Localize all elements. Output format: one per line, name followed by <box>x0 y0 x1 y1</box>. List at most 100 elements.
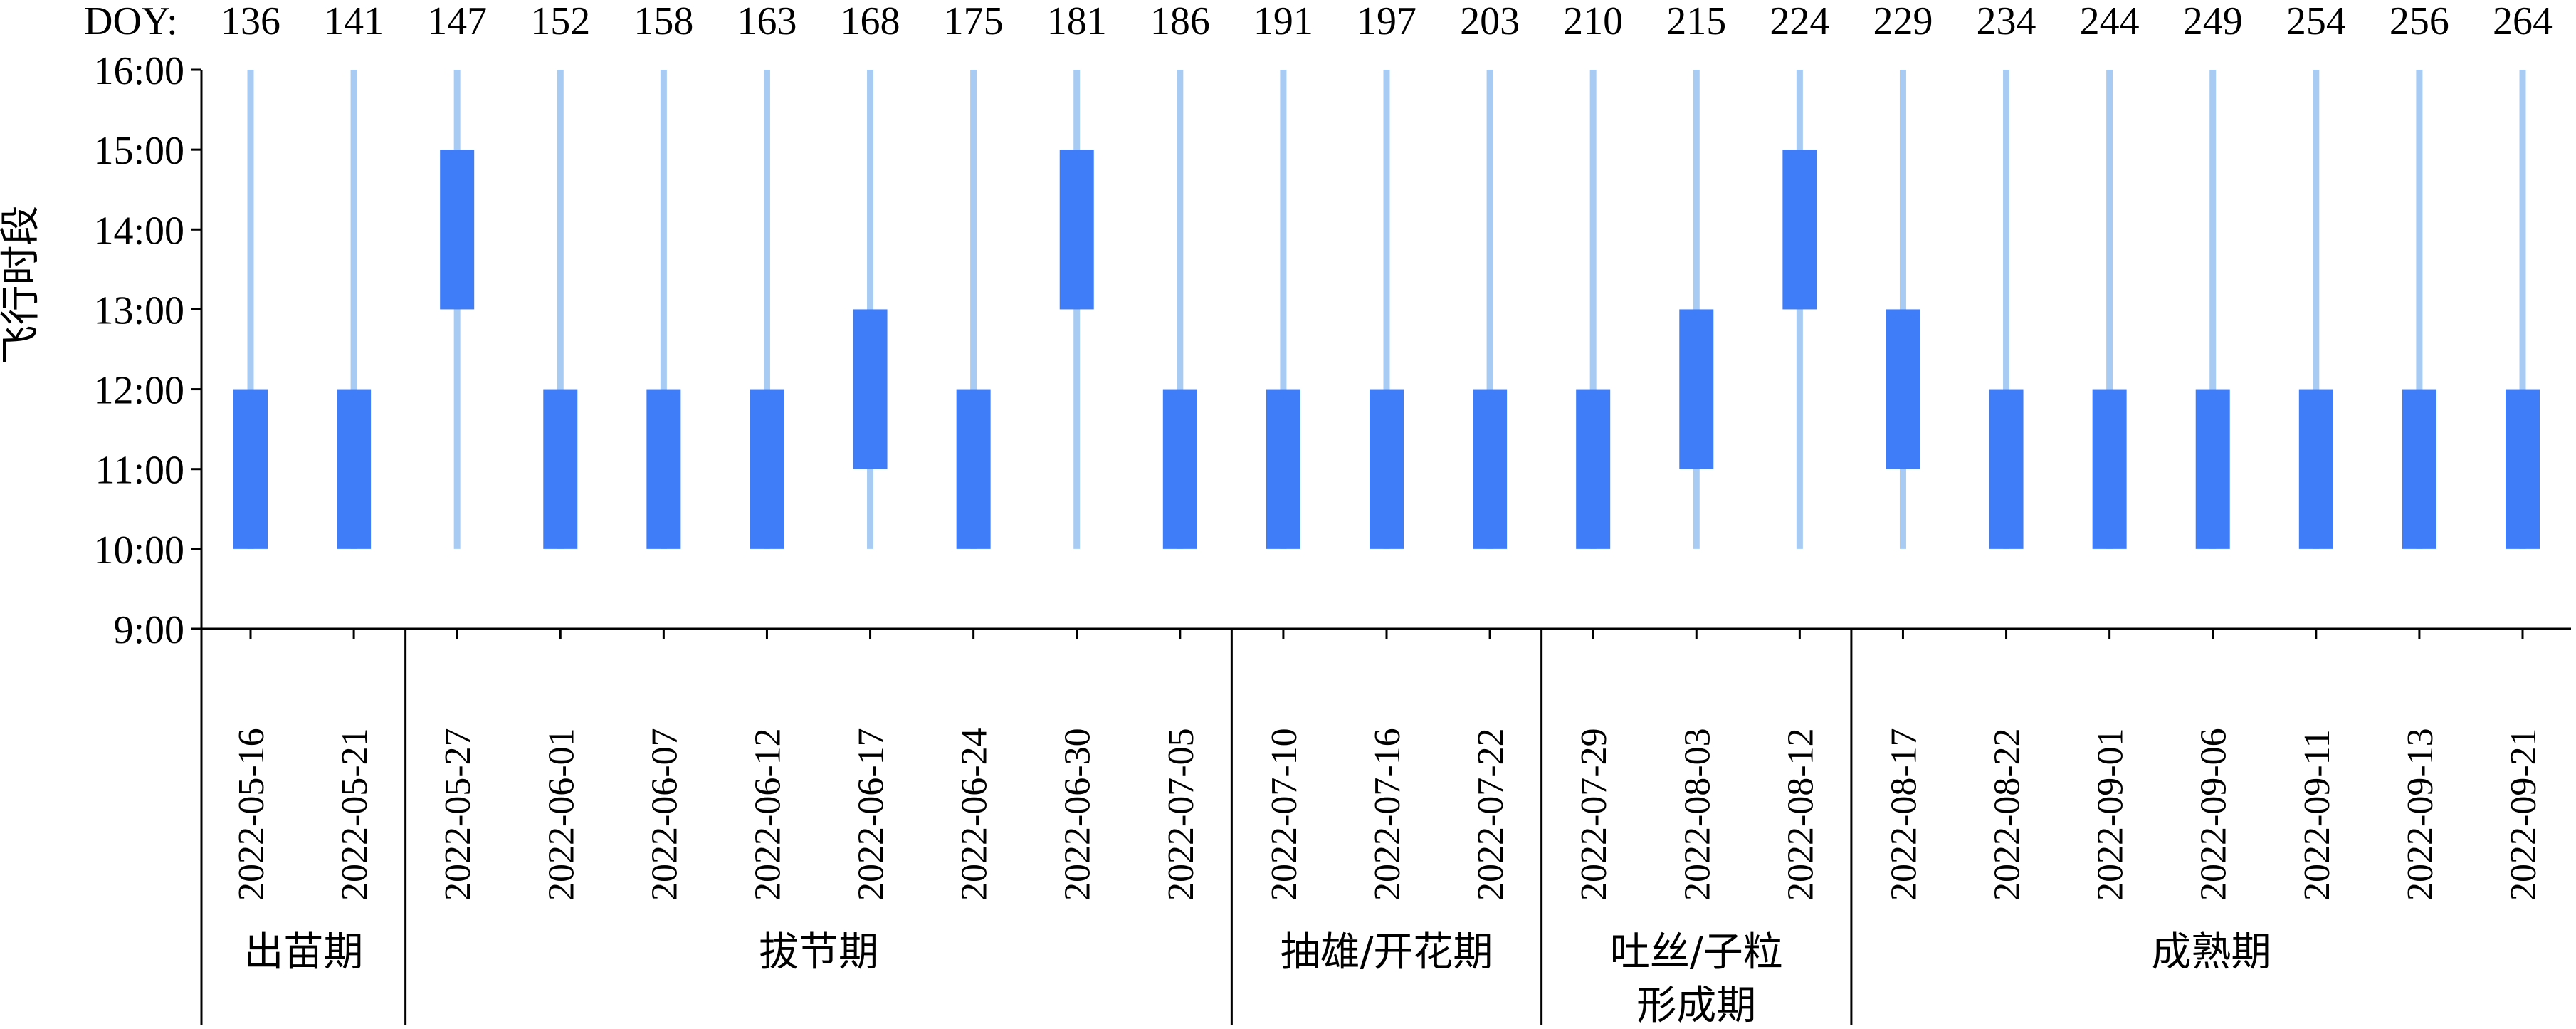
available-window-line <box>660 70 667 549</box>
y-tick-label: 12:00 <box>93 369 184 413</box>
date-label: 2022-09-21 <box>2503 728 2544 901</box>
available-window-line <box>247 70 254 549</box>
available-window-line <box>2003 70 2010 549</box>
y-axis-title: 飞行时段 <box>0 206 44 365</box>
date-label: 2022-07-22 <box>1471 728 1511 901</box>
stage-label: 出苗期 <box>243 929 363 976</box>
y-tick-label: 14:00 <box>93 209 184 253</box>
doy-label: 175 <box>944 0 1004 43</box>
available-window-line <box>1486 70 1493 549</box>
stage-label: 吐丝/子粒 <box>1610 929 1783 976</box>
available-window-line <box>2209 70 2217 549</box>
y-axis-ticks: 9:00 10:00 11:00 12:00 13:00 14:00 15:00 16:00 <box>93 49 201 652</box>
date-label: 2022-08-03 <box>1677 728 1718 901</box>
date-label: 2022-09-11 <box>2297 729 2338 901</box>
available-window-line <box>2416 70 2423 549</box>
doy-label: 147 <box>427 0 487 43</box>
flight-bars <box>233 150 2540 549</box>
doy-labels: DOY: 136 141 147 152 158 163 168 175 181 186 191 19… <box>84 0 2553 43</box>
available-window-line <box>1383 70 1390 549</box>
date-label: 2022-07-29 <box>1574 728 1614 901</box>
flight-period-bar <box>2298 389 2333 549</box>
flight-period-bar <box>543 389 578 549</box>
flight-period-bar <box>646 389 681 549</box>
doy-label: 249 <box>2183 0 2243 43</box>
flight-period-bar <box>2092 389 2127 549</box>
doy-label: 158 <box>634 0 693 43</box>
available-window-line <box>1280 70 1287 549</box>
flight-period-bar <box>1679 309 1714 469</box>
flight-period-bar <box>2402 389 2436 549</box>
available-window-line <box>557 70 564 549</box>
doy-label: 254 <box>2286 0 2346 43</box>
flight-period-bar <box>1370 389 1404 549</box>
y-tick-label: 9:00 <box>113 608 184 652</box>
flight-period-bar <box>1473 389 1508 549</box>
stage-label: 形成期 <box>1636 983 1756 1029</box>
available-window-line <box>2519 70 2526 549</box>
y-tick-label: 11:00 <box>95 449 184 493</box>
date-label: 2022-06-01 <box>541 728 582 901</box>
flight-period-bar <box>1266 389 1300 549</box>
date-label: 2022-08-22 <box>1987 728 2028 901</box>
y-tick-label: 10:00 <box>93 528 184 573</box>
doy-label: 181 <box>1047 0 1107 43</box>
date-label: 2022-09-01 <box>2091 728 2131 901</box>
available-window-line <box>763 70 770 549</box>
date-label: 2022-07-10 <box>1264 728 1305 901</box>
date-label: 2022-07-05 <box>1161 728 1202 901</box>
date-label: 2022-05-21 <box>335 728 375 901</box>
flight-period-bar <box>956 389 991 549</box>
available-window-line <box>2106 70 2113 549</box>
date-label: 2022-06-24 <box>955 728 995 901</box>
flight-period-bar <box>1782 150 1817 310</box>
date-label: 2022-08-12 <box>1780 728 1821 901</box>
doy-label: 264 <box>2493 0 2553 43</box>
date-label: 2022-06-17 <box>851 728 892 901</box>
stage-label: 拔节期 <box>759 929 878 976</box>
date-label: 2022-06-30 <box>1058 728 1098 901</box>
available-window-line <box>970 70 977 549</box>
flight-period-bar <box>1059 150 1094 310</box>
doy-label: 256 <box>2390 0 2449 43</box>
doy-label: 191 <box>1253 0 1313 43</box>
doy-label: 215 <box>1666 0 1726 43</box>
date-label: 2022-09-13 <box>2400 728 2441 901</box>
date-label: 2022-05-27 <box>438 728 478 901</box>
doy-label: 234 <box>1977 0 2036 43</box>
date-label: 2022-08-17 <box>1883 728 1924 901</box>
flight-period-bar <box>233 389 268 549</box>
date-label: 2022-07-16 <box>1367 728 1408 901</box>
flight-period-bar <box>1886 309 1920 469</box>
doy-label: 136 <box>221 0 280 43</box>
x-axis-ticks <box>249 629 2524 639</box>
doy-label: 141 <box>324 0 384 43</box>
available-window-line <box>2313 70 2320 549</box>
date-label: 2022-06-12 <box>747 728 788 901</box>
stage-label: 抽雄/开花期 <box>1281 929 1493 976</box>
flight-period-bar <box>853 309 888 469</box>
doy-label: 197 <box>1357 0 1416 43</box>
doy-prefix-label: DOY: <box>84 0 178 43</box>
flight-period-bar <box>750 389 784 549</box>
doy-label: 152 <box>530 0 590 43</box>
date-labels: 2022-05-16 2022-05-21 2022-05-27 2022-06-01… <box>231 728 2544 901</box>
date-label: 2022-05-16 <box>231 728 272 901</box>
y-tick-label: 13:00 <box>93 288 184 333</box>
date-label: 2022-06-07 <box>644 728 685 901</box>
flight-period-bar <box>1576 389 1611 549</box>
doy-label: 244 <box>2080 0 2140 43</box>
y-tick-label: 16:00 <box>93 49 184 93</box>
doy-label: 203 <box>1460 0 1520 43</box>
doy-label: 224 <box>1770 0 1829 43</box>
flight-period-bar <box>440 150 475 310</box>
y-tick-label: 15:00 <box>93 129 184 173</box>
flight-period-bar <box>1989 389 2024 549</box>
flight-period-bar <box>337 389 372 549</box>
doy-label: 168 <box>841 0 900 43</box>
available-window-line <box>1177 70 1184 549</box>
doy-label: 163 <box>737 0 797 43</box>
flight-period-bar <box>2195 389 2230 549</box>
